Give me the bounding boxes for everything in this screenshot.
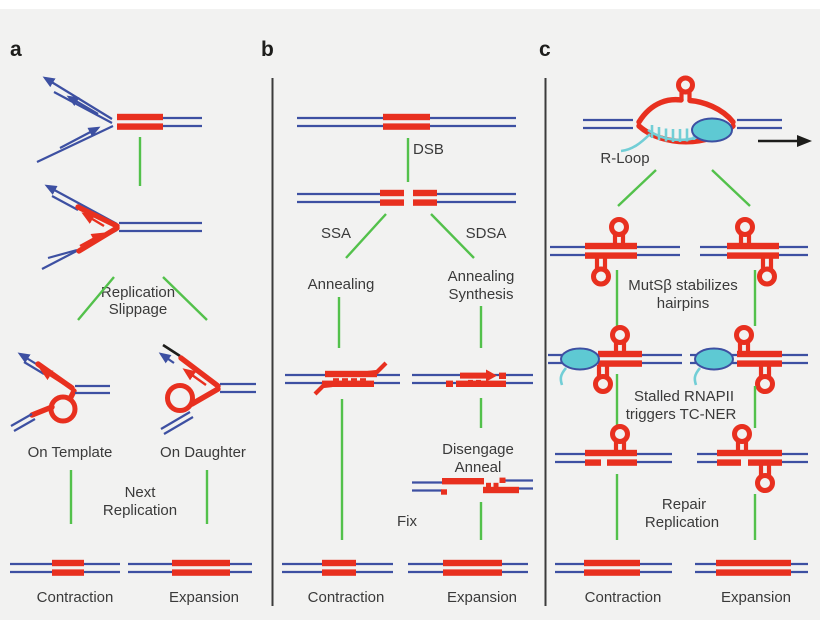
step-repair-line1: Repair	[662, 496, 706, 513]
step-anneal: Anneal	[455, 459, 502, 476]
on-daughter-fork-icon	[158, 343, 256, 435]
step-annealing-synthesis-line2: Synthesis	[448, 286, 513, 303]
contraction-duplex-c	[555, 559, 672, 576]
figure-background	[0, 9, 820, 620]
arrow-rloop-left	[617, 169, 657, 207]
step-next-replication-line1: Next	[125, 484, 157, 501]
step-stalled-line1: Stalled RNAPII	[634, 388, 734, 405]
step-next-replication-line2: Replication	[103, 502, 177, 519]
panel-b: b DSB SSA SDSA Annealing Annealing Synth…	[261, 38, 533, 606]
step-fix: Fix	[397, 513, 417, 530]
stalled-polymerase-hairpin-large	[690, 325, 808, 394]
step-disengage: Disengage	[442, 441, 514, 458]
nicked-hairpin-small	[555, 424, 672, 466]
label-expansion-c: Expansion	[721, 589, 791, 606]
disengage-anneal-intermediate	[412, 477, 533, 495]
step-annealing-synthesis-line1: Annealing	[448, 268, 515, 285]
label-r-loop: R-Loop	[600, 150, 649, 167]
panel-b-label: b	[261, 38, 274, 61]
repeat-duplex-broken	[297, 189, 516, 206]
label-contraction-b: Contraction	[308, 589, 385, 606]
expansion-duplex-c	[695, 559, 808, 576]
rna-polymerase-icon	[694, 347, 734, 371]
panel-c-label: c	[539, 38, 551, 61]
step-annealing: Annealing	[308, 276, 375, 293]
panel-c: c R-Loop	[539, 38, 812, 606]
arrow-sdsa	[430, 213, 475, 259]
panel-a-label: a	[10, 38, 22, 61]
r-loop-bubble-icon	[583, 75, 782, 153]
label-contraction-a: Contraction	[37, 589, 114, 606]
r-loop-pointer-line	[620, 133, 651, 153]
label-contraction-c: Contraction	[585, 589, 662, 606]
step-mutsb-line2: hairpins	[657, 295, 710, 312]
contraction-duplex-a	[10, 559, 120, 576]
label-expansion-b: Expansion	[447, 589, 517, 606]
step-ssa: SSA	[321, 225, 351, 242]
arrow-slippage-left	[77, 276, 115, 321]
transcription-direction-arrow	[758, 135, 812, 147]
stalled-polymerase-hairpin-small	[548, 325, 682, 394]
rna-polymerase-icon	[560, 347, 600, 371]
arrow-slippage-right	[162, 276, 208, 321]
step-mutsb-line1: MutSβ stabilizes	[628, 277, 738, 294]
contraction-duplex-b	[282, 559, 393, 576]
step-dsb: DSB	[413, 141, 444, 158]
label-on-template: On Template	[28, 444, 113, 461]
repeat-duplex-intact	[297, 113, 516, 130]
hairpin-duplex-small	[550, 217, 680, 287]
expansion-duplex-a	[128, 559, 252, 576]
slipped-fork-icon	[41, 184, 202, 270]
ssa-annealed-intermediate	[285, 361, 400, 396]
step-repair-line2: Replication	[645, 514, 719, 531]
step-replication-slippage-line2: Slippage	[109, 301, 167, 318]
step-sdsa: SDSA	[466, 225, 507, 242]
label-expansion-a: Expansion	[169, 589, 239, 606]
replication-fork-icon	[36, 76, 202, 163]
step-replication-slippage-line1: Replication	[101, 284, 175, 301]
arrow-rloop-right	[711, 169, 751, 207]
expansion-duplex-b	[408, 559, 528, 576]
sdsa-synthesis-intermediate	[412, 369, 533, 387]
on-template-fork-icon	[10, 352, 110, 432]
nicked-hairpin-large	[697, 424, 808, 493]
label-on-daughter: On Daughter	[160, 444, 246, 461]
step-stalled-line2: triggers TC-NER	[626, 406, 737, 423]
hairpin-duplex-large	[700, 217, 808, 287]
panel-a: a Replication Slippa	[10, 38, 256, 606]
arrow-ssa	[345, 213, 387, 259]
rna-polymerase-icon	[691, 117, 733, 143]
